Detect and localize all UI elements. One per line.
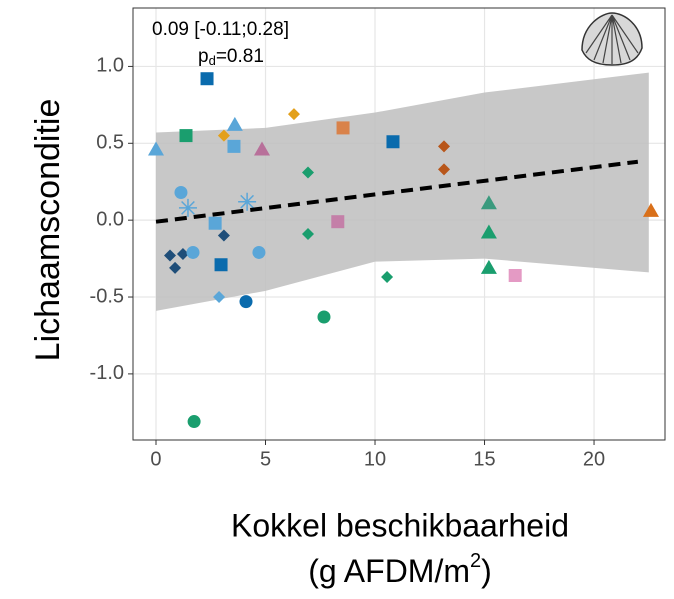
y-tick-label: 1.0: [96, 55, 124, 77]
x-tick-label: 5: [260, 448, 271, 470]
point: [214, 258, 228, 272]
x-axis-label-superscript: 2: [470, 550, 481, 572]
y-tick-label: 0.5: [96, 132, 124, 154]
annotation-subscript: d: [209, 53, 216, 68]
y-tick-label: 0.0: [96, 208, 124, 230]
annotation: 0.09 [-0.11;0.28]: [152, 19, 289, 40]
point: [317, 310, 331, 324]
point: [226, 116, 243, 131]
x-tick-label: 15: [473, 448, 495, 470]
point: [480, 259, 497, 274]
point: [480, 195, 497, 210]
point: [301, 166, 314, 179]
point: [178, 198, 197, 217]
point: [252, 245, 266, 259]
point: [208, 216, 222, 230]
panel-border: [132, 7, 666, 441]
point: [179, 129, 193, 143]
point: [331, 215, 345, 229]
point: [169, 261, 182, 274]
x-tick-label: 20: [583, 448, 605, 470]
point: [642, 202, 659, 217]
point: [186, 245, 200, 259]
x-tick-label: 0: [150, 448, 161, 470]
point: [147, 141, 164, 156]
y-tick-label: -1.0: [90, 362, 124, 384]
point: [480, 224, 497, 239]
plot-layer: [133, 8, 665, 440]
point: [187, 415, 201, 429]
point: [336, 121, 350, 135]
point: [438, 163, 451, 176]
point: [213, 291, 226, 304]
point: [287, 108, 300, 121]
shell-icon: [581, 12, 643, 66]
point: [254, 141, 271, 156]
annotation-part: =0.81: [216, 46, 264, 67]
point: [239, 295, 253, 309]
point: [381, 271, 394, 284]
point: [238, 192, 257, 211]
point: [301, 227, 314, 240]
x-axis-label-part: ): [481, 553, 492, 589]
point: [508, 269, 522, 283]
point: [164, 249, 177, 262]
point: [217, 229, 230, 242]
x-axis-label: (g AFDM/m2): [308, 550, 492, 589]
x-tick-label: 10: [364, 448, 386, 470]
point: [438, 140, 451, 153]
y-tick-label: -0.5: [90, 285, 124, 307]
point: [176, 247, 189, 260]
point: [200, 72, 214, 86]
point: [217, 129, 230, 142]
x-axis-label: Kokkel beschikbaarheid: [231, 507, 569, 543]
y-axis-label: Lichaamsconditie: [29, 99, 67, 362]
point: [227, 139, 241, 153]
point: [386, 135, 400, 149]
annotation: pd=0.81: [198, 46, 264, 68]
trend-line: [155, 159, 639, 224]
annotation-part: p: [198, 46, 209, 67]
x-axis-label-part: (g AFDM/m: [308, 553, 470, 589]
point: [174, 185, 188, 199]
